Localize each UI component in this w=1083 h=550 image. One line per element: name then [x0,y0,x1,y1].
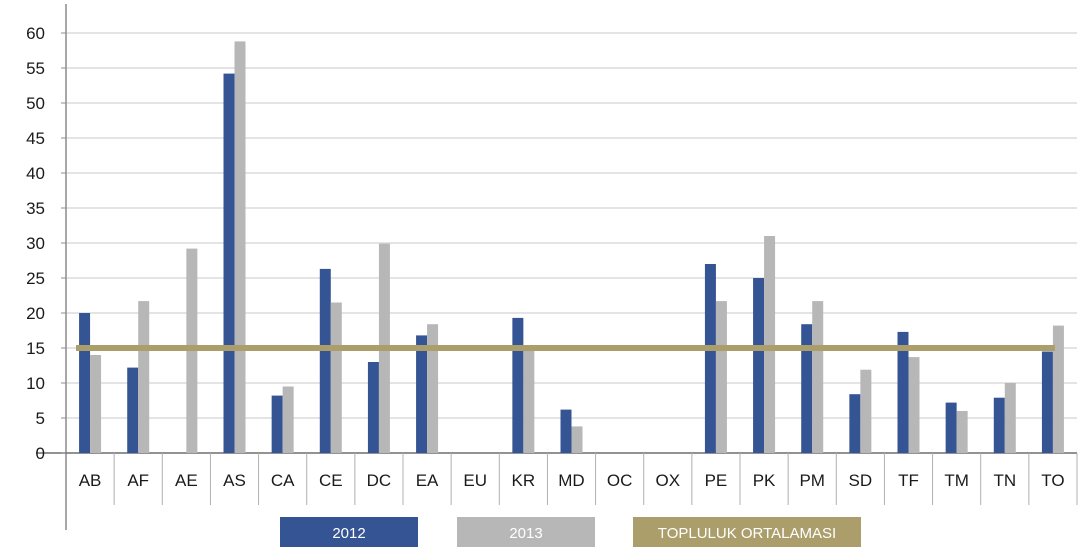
y-tick-label: 50 [26,94,45,113]
x-axis-ticks: AB AF AE AS CA CE DC EA EU KR MD OC OX PE PK PM SD TF TM TN… [79,453,1078,505]
bar-2012-PM [801,324,813,453]
bar-2012-CA [271,395,283,453]
x-tick-label: AS [223,471,246,490]
y-tick-label: 10 [26,374,45,393]
bar-2012-PE [704,264,716,453]
x-tick-label: PE [705,471,728,490]
legend-label: 2013 [509,525,542,542]
x-tick-label: TM [944,471,969,490]
x-tick-label: EA [416,471,439,490]
bar-2013-KR [523,350,535,453]
bar-2013-AS [234,41,246,454]
bar-2013-TO [1052,325,1064,453]
y-tick-label: 5 [36,409,45,428]
bar-2012-PK [753,278,765,453]
bar-2012-SD [849,394,861,453]
bar-2012-AB [79,313,91,453]
bar-2012-TF [897,331,909,453]
y-tick-label: 60 [26,24,45,43]
x-tick-label: CE [319,471,343,490]
x-tick-label: KR [512,471,536,490]
bar-2012-AS [223,73,235,453]
bar-2013-EA [427,324,439,453]
bar-2013-PE [715,301,727,453]
y-tick-label: 20 [26,304,45,323]
x-tick-label: AB [79,471,102,490]
legend-swatch [457,517,595,547]
legend-label: 2012 [332,525,365,542]
y-tick-label: 45 [26,129,45,148]
legend-label: TOPLULUK ORTALAMASI [658,525,836,542]
bar-2013-CA [282,386,294,453]
bar-2012-TN [993,397,1005,453]
y-tick-label: 40 [26,164,45,183]
bar-2012-MD [560,409,572,453]
x-tick-label: EU [463,471,487,490]
bar-2013-AF [138,301,150,453]
bar-2013-TF [908,357,920,453]
bar-2012-AF [127,367,139,453]
x-tick-label: SD [849,471,873,490]
bar-2012-TO [1041,351,1053,453]
x-tick-label: CA [271,471,295,490]
x-tick-label: OX [656,471,681,490]
x-tick-label: OC [607,471,633,490]
legend: 2012 2013 TOPLULUK ORTALAMASI [280,517,861,547]
bar-2013-PM [812,301,824,453]
bar-2013-PK [764,236,776,453]
x-tick-label: AF [127,471,149,490]
bar-2013-CE [330,302,342,453]
x-tick-label: PM [799,471,825,490]
legend-swatch [633,517,861,547]
x-tick-label: AE [175,471,198,490]
y-tick-label: 0 [36,444,45,463]
bar-2013-MD [571,426,583,453]
bar-2012-CE [319,268,331,453]
bar-2012-KR [512,317,524,453]
bar-2013-TN [1004,383,1016,453]
y-axis-ticks: 0 5 10 15 20 25 30 35 40 45 50 55 60 [26,24,66,463]
x-tick-label: TN [993,471,1016,490]
bar-2013-AB [90,355,102,453]
bar-2012-EA [416,335,428,453]
y-tick-label: 15 [26,339,45,358]
y-tick-label: 55 [26,59,45,78]
y-tick-label: 25 [26,269,45,288]
x-tick-label: TF [898,471,919,490]
x-tick-label: MD [558,471,584,490]
bar-2013-SD [860,369,872,453]
bar-2012-DC [367,362,379,453]
legend-swatch [280,517,418,547]
x-tick-label: DC [367,471,392,490]
y-tick-label: 35 [26,199,45,218]
y-tick-label: 30 [26,234,45,253]
x-tick-label: TO [1041,471,1064,490]
grid-lines [66,32,1077,419]
x-tick-label: PK [753,471,776,490]
bar-2012-TM [945,402,957,453]
bar-2013-TM [956,411,968,453]
